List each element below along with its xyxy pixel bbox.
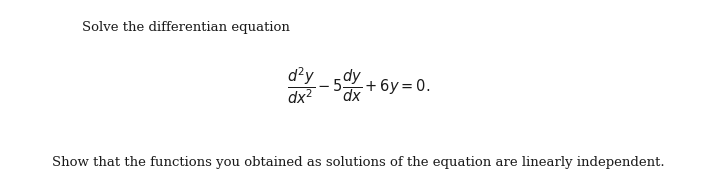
Text: Solve the differentian equation: Solve the differentian equation [82, 21, 290, 34]
Text: Show that the functions you obtained as solutions of the equation are linearly i: Show that the functions you obtained as … [52, 156, 665, 169]
Text: $\dfrac{d^2y}{dx^2} - 5\dfrac{dy}{dx} + 6y = 0.$: $\dfrac{d^2y}{dx^2} - 5\dfrac{dy}{dx} + … [287, 65, 430, 106]
